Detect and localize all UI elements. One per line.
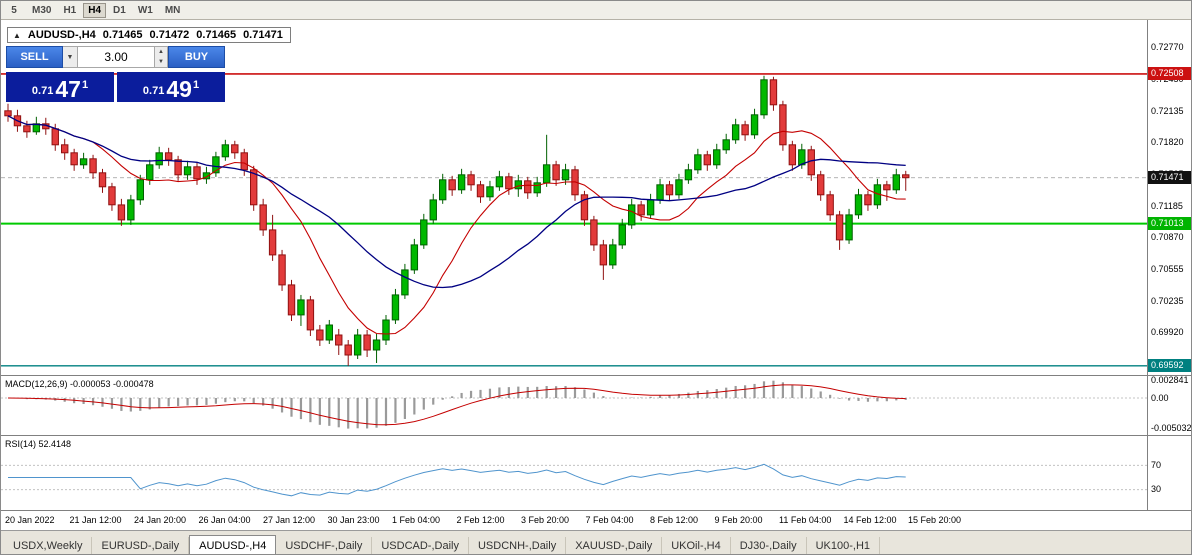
time-axis-label: 11 Feb 04:00 xyxy=(779,515,832,525)
macd-scale-label: -0.005032 xyxy=(1151,423,1192,434)
time-axis[interactable]: 20 Jan 2022 21 Jan 12:00 24 Jan 20:00 26 Ja… xyxy=(1,510,1191,530)
buy-price-pipette: 1 xyxy=(192,79,200,91)
price-scale-label: 0.70555 xyxy=(1151,263,1184,274)
chart-tab-uk100h1[interactable]: UK100-,H1 xyxy=(807,537,881,554)
timeframe-button-5[interactable]: 5 xyxy=(11,4,17,16)
time-axis-label: 3 Feb 20:00 xyxy=(521,515,570,525)
timeframe-button-mn[interactable]: MN xyxy=(164,4,181,16)
ma-slow-line xyxy=(7,115,906,289)
price-scale-label: 0.71820 xyxy=(1151,137,1184,148)
sell-price-display[interactable]: 0.71 47 1 xyxy=(6,72,114,102)
chart-tab-usdxweekly[interactable]: USDX,Weekly xyxy=(4,537,93,554)
quote-open: 0.71465 xyxy=(102,29,143,41)
time-axis-label: 2 Feb 12:00 xyxy=(456,515,505,525)
rsi-label: RSI(14) 52.4148 xyxy=(5,439,72,449)
price-badge-support: 0.71013 xyxy=(1148,217,1191,231)
chart-tab-usdcaddaily[interactable]: USDCAD-,Daily xyxy=(372,537,469,554)
time-axis-label: 1 Feb 04:00 xyxy=(392,515,441,525)
time-axis-label: 15 Feb 20:00 xyxy=(908,515,962,525)
chart-tab-audusdh4[interactable]: AUDUSD-,H4 xyxy=(189,535,277,554)
chart-tab-usdcnhdaily[interactable]: USDCNH-,Daily xyxy=(469,537,567,554)
price-scale-label: 0.72770 xyxy=(1151,42,1184,53)
panel-separator[interactable] xyxy=(1,435,1191,436)
macd-scale-label: 0.002841 xyxy=(1151,375,1189,386)
timeframe-toolbar: 5 M30 H1 H4 D1 W1 MN xyxy=(1,1,1191,20)
buy-price-display[interactable]: 0.71 49 1 xyxy=(117,72,225,102)
chevron-down-icon: ▼ xyxy=(66,53,74,61)
quote-high: 0.71472 xyxy=(149,29,190,41)
buy-price-big: 49 xyxy=(166,76,192,102)
price-scale-label: 0.70235 xyxy=(1151,295,1184,306)
buy-price-prefix: 0.71 xyxy=(142,85,165,97)
candles xyxy=(4,75,910,366)
time-axis-label: 30 Jan 23:00 xyxy=(327,515,380,525)
spinner-down-icon[interactable]: ▼ xyxy=(158,59,164,65)
timeframe-button-h4[interactable]: H4 xyxy=(83,2,107,18)
time-axis-label: 21 Jan 12:00 xyxy=(69,515,122,525)
chart-title: ▲ AUDUSD-,H4 0.71465 0.71472 0.71465 0.7… xyxy=(7,27,291,43)
chart-tab-dj30daily[interactable]: DJ30-,Daily xyxy=(731,537,807,554)
time-axis-label: 27 Jan 12:00 xyxy=(263,515,316,525)
macd-scale-label: 0.00 xyxy=(1151,392,1169,403)
panel-separator[interactable] xyxy=(1,375,1191,376)
time-axis-label: 24 Jan 20:00 xyxy=(134,515,187,525)
time-axis-label: 9 Feb 20:00 xyxy=(714,515,763,525)
sell-button[interactable]: SELL xyxy=(6,46,63,68)
horizontal-lines[interactable] xyxy=(1,73,1147,367)
time-axis-label: 20 Jan 2022 xyxy=(5,515,55,525)
price-scale-label: 0.69920 xyxy=(1151,327,1184,338)
price-badge-resistance: 0.72508 xyxy=(1148,67,1191,81)
price-scale-label: 0.70870 xyxy=(1151,232,1184,243)
chart-tab-usdchfdaily[interactable]: USDCHF-,Daily xyxy=(276,537,373,554)
sell-price-big: 47 xyxy=(55,76,81,102)
rsi-scale-label: 30 xyxy=(1151,484,1162,495)
rsi-scale-label: 70 xyxy=(1151,459,1162,470)
lot-dropdown-button[interactable]: ▼ xyxy=(63,46,78,68)
timeframe-button-h1[interactable]: H1 xyxy=(63,4,77,16)
chart-tab-xauusddaily[interactable]: XAUUSD-,Daily xyxy=(566,537,663,554)
symbol-label: AUDUSD-,H4 xyxy=(27,29,96,41)
sell-price-prefix: 0.71 xyxy=(31,85,54,97)
sell-price-pipette: 1 xyxy=(81,79,89,91)
lot-spinner[interactable]: ▲ ▼ xyxy=(155,46,168,68)
spinner-up-icon[interactable]: ▲ xyxy=(158,49,164,55)
rsi-line xyxy=(8,463,906,497)
timeframe-button-m30[interactable]: M30 xyxy=(32,4,52,16)
collapse-arrow-icon[interactable]: ▲ xyxy=(13,30,21,40)
time-axis-label: 7 Feb 04:00 xyxy=(585,515,634,525)
quote-low: 0.71465 xyxy=(196,29,237,41)
quote-close: 0.71471 xyxy=(243,29,283,41)
time-axis-label: 8 Feb 12:00 xyxy=(650,515,699,525)
price-badge-bid: 0.71471 xyxy=(1148,171,1191,185)
ma-fast-line xyxy=(7,115,906,335)
price-scale-label: 0.71185 xyxy=(1151,200,1183,211)
price-scale[interactable]: 0.727700.724500.721350.718200.715050.711… xyxy=(1147,20,1192,510)
chart-tab-ukoilh4[interactable]: UKOil-,H4 xyxy=(662,537,731,554)
time-axis-label: 26 Jan 04:00 xyxy=(198,515,251,525)
macd-label: MACD(12,26,9) -0.000053 -0.000478 xyxy=(5,379,154,389)
timeframe-button-w1[interactable]: W1 xyxy=(137,4,153,16)
price-scale-label: 0.72135 xyxy=(1151,105,1184,116)
macd-signal-line xyxy=(7,384,906,426)
timeframe-button-d1[interactable]: D1 xyxy=(113,4,126,16)
lot-size-input[interactable] xyxy=(78,46,155,68)
one-click-trading-panel: SELL ▼ ▲ ▼ BUY 0.71 47 1 0.71 49 1 xyxy=(6,46,225,102)
buy-button[interactable]: BUY xyxy=(168,46,225,68)
time-axis-label: 14 Feb 12:00 xyxy=(843,515,897,525)
chart-tab-eurusddaily[interactable]: EURUSD-,Daily xyxy=(92,537,190,554)
price-badge-level: 0.69592 xyxy=(1148,359,1191,373)
chart-tab-bar: USDX,Weekly EURUSD-,Daily AUDUSD-,H4 USDCHF… xyxy=(1,530,1191,554)
